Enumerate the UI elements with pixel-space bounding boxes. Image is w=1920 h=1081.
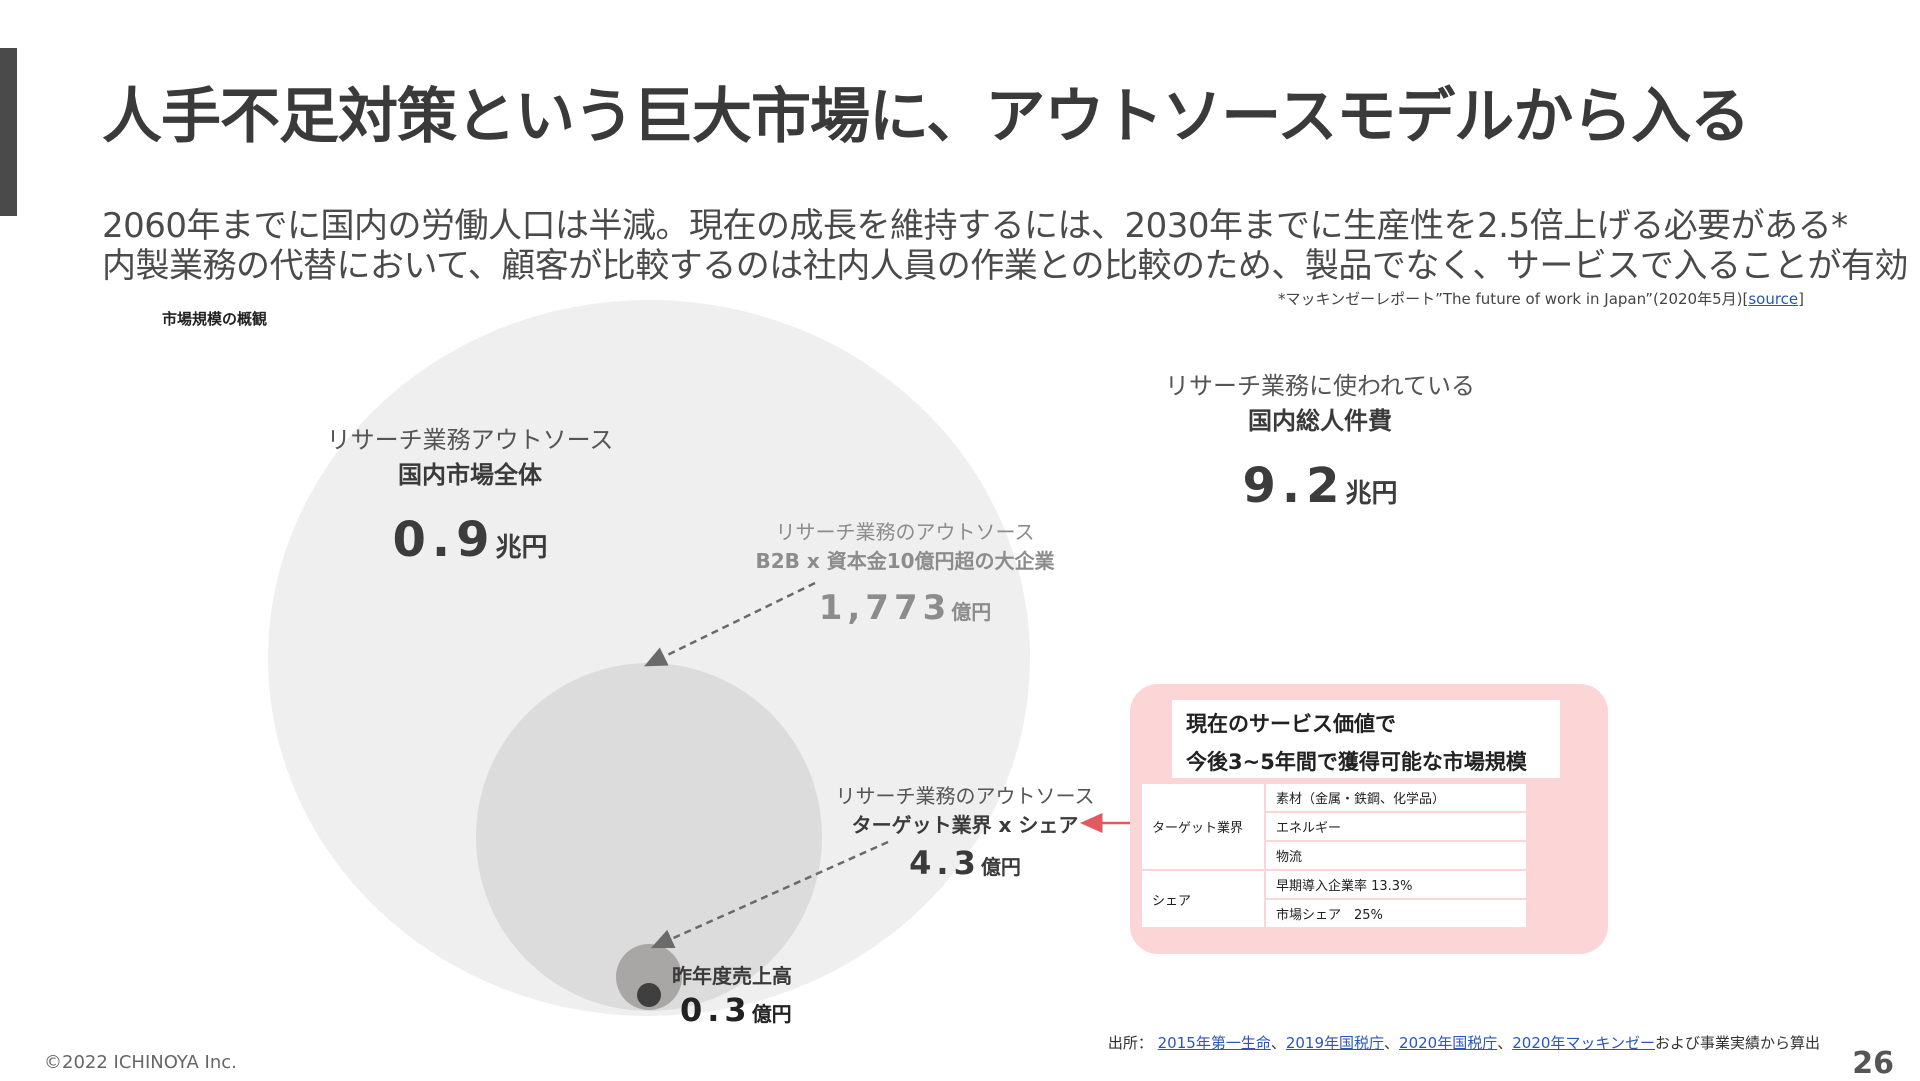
- obtainable-table: ターゲット業界 素材（金属・鉄鋼、化学品） エネルギー 物流 シェア 早期導入企…: [1140, 782, 1528, 929]
- obtainable-heading-line2: 今後3~5年間で獲得可能な市場規模: [1186, 750, 1527, 774]
- table-cell: 物流: [1264, 840, 1528, 871]
- page-title: 人手不足対策という巨大市場に、アウトソースモデルから入る: [102, 82, 1750, 152]
- outsource-all-value: 0.9: [392, 512, 496, 568]
- subtitle-line-1: 2060年までに国内の労働人口は半減。現在の成長を維持するには、2030年までに…: [102, 206, 1848, 246]
- outsource-all-line1: リサーチ業務アウトソース: [326, 426, 614, 454]
- obtainable-heading: 現在のサービス価値で 今後3~5年間で獲得可能な市場規模: [1172, 700, 1560, 778]
- source-link-2[interactable]: 2019年国税庁: [1285, 1034, 1385, 1052]
- sources-suffix: および事業実績から算出: [1654, 1034, 1820, 1052]
- total-labor-value: 9.2: [1242, 458, 1346, 514]
- subtitle-line-2: 内製業務の代替において、顧客が比較するのは社内人員の作業との比較のため、製品でな…: [102, 246, 1908, 286]
- target-value: 4.3: [909, 844, 981, 882]
- total-labor-unit: 兆円: [1345, 479, 1398, 509]
- table-cell: エネルギー: [1264, 811, 1528, 842]
- total-labor-line2: 国内総人件費: [1248, 407, 1392, 435]
- total-labor-line1: リサーチ業務に使われている: [1164, 372, 1476, 400]
- label-b2b: リサーチ業務のアウトソース B2B x 資本金10億円超の大企業 1,773億円: [735, 516, 1075, 628]
- footnote-text: *マッキンゼーレポート”The future of work in Japan”…: [1278, 290, 1749, 308]
- footnote: *マッキンゼーレポート”The future of work in Japan”…: [1278, 288, 1804, 309]
- table-row: ターゲット業界 素材（金属・鉄鋼、化学品）: [1140, 782, 1528, 871]
- table-row: 市場シェア 25%: [1141, 898, 1528, 929]
- table-row: シェア 早期導入企業率 13.3%: [1140, 869, 1528, 929]
- table-row: エネルギー: [1141, 811, 1528, 842]
- copyright: ©2022 ICHINOYA Inc.: [44, 1052, 237, 1073]
- sales-value: 0.3: [680, 991, 752, 1029]
- b2b-line2: B2B x 資本金10億円超の大企業: [755, 549, 1055, 573]
- sales-line1: 昨年度売上高: [672, 964, 792, 988]
- source-link-1[interactable]: 2015年第一生命: [1157, 1034, 1271, 1052]
- table-cell: 早期導入企業率 13.3%: [1264, 869, 1528, 900]
- label-total-labor: リサーチ業務に使われている 国内総人件費 9.2兆円: [1160, 366, 1480, 514]
- table-cell: 市場シェア 25%: [1264, 898, 1528, 929]
- sources-prefix: 出所：: [1107, 1034, 1153, 1052]
- sources-sep: 、: [1384, 1034, 1400, 1052]
- obtainable-heading-line1: 現在のサービス価値で: [1186, 712, 1396, 736]
- label-sales: 昨年度売上高 0.3億円: [672, 960, 852, 1029]
- target-line1: リサーチ業務のアウトソース: [835, 784, 1095, 808]
- page-number: 26: [1852, 1046, 1894, 1081]
- arrow-b2b: [644, 581, 816, 667]
- source-link-4[interactable]: 2020年マッキンゼー: [1512, 1034, 1655, 1052]
- sources-sep: 、: [1270, 1034, 1286, 1052]
- sources-line: 出所： 2015年第一生命、2019年国税庁、2020年国税庁、2020年マッキ…: [1108, 1032, 1820, 1053]
- sales-unit: 億円: [751, 1002, 792, 1026]
- table-cell: 素材（金属・鉄鋼、化学品）: [1264, 782, 1528, 813]
- label-outsource-all: リサーチ業務アウトソース 国内市場全体 0.9兆円: [320, 420, 620, 568]
- market-circle-dot: [637, 983, 661, 1007]
- label-target: リサーチ業務のアウトソース ターゲット業界 x シェア 4.3億円: [815, 780, 1115, 882]
- section-label: 市場規模の概観: [162, 310, 268, 328]
- outsource-all-unit: 兆円: [495, 533, 548, 563]
- arrow-target: [650, 840, 889, 949]
- sources-sep: 、: [1497, 1034, 1513, 1052]
- source-link-3[interactable]: 2020年国税庁: [1399, 1034, 1498, 1052]
- table-row: 物流: [1141, 840, 1528, 871]
- outsource-all-line2: 国内市場全体: [398, 461, 542, 489]
- target-unit: 億円: [980, 855, 1021, 879]
- b2b-line1: リサーチ業務のアウトソース: [775, 520, 1035, 544]
- table-row-label-industry: ターゲット業界: [1140, 782, 1266, 871]
- table-row-label-share: シェア: [1140, 869, 1266, 929]
- footnote-source-link[interactable]: source: [1748, 290, 1799, 308]
- footnote-close: ]: [1798, 290, 1804, 308]
- accent-bar: [0, 48, 17, 216]
- b2b-unit: 億円: [951, 600, 992, 624]
- b2b-value: 1,773: [818, 588, 952, 628]
- target-line2: ターゲット業界 x シェア: [851, 813, 1079, 837]
